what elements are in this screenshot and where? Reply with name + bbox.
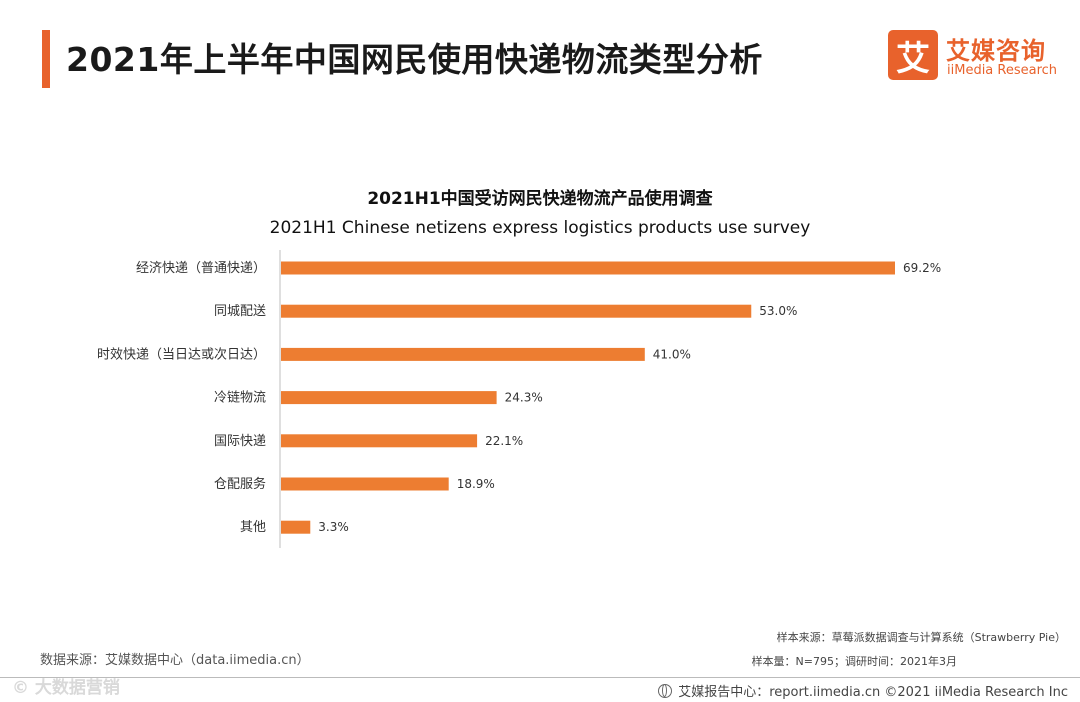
value-label: 3.3% [318,520,349,534]
value-label: 22.1% [485,434,523,448]
logo-text-cn: 艾媒咨询 [946,37,1046,65]
value-label: 18.9% [457,477,495,491]
bar [281,477,449,491]
watermark: © 大数据营销 [12,678,120,698]
footer-divider [0,677,1080,678]
bar [281,347,645,361]
data-source-note: 数据来源：艾媒数据中心（data.iimedia.cn） [40,653,310,668]
bar [281,304,752,318]
copyright-text: 艾媒报告中心：report.iimedia.cn ©2021 iiMedia R… [678,685,1068,700]
chart-title: 2021H1中国受访网民快递物流产品使用调查 [367,189,713,209]
value-label: 41.0% [653,347,691,361]
bar [281,261,895,275]
category-label: 仓配服务 [214,476,266,492]
page-title: 2021年上半年中国网民使用快递物流类型分析 [66,40,763,79]
bar [281,434,478,448]
title-accent-bar [42,30,50,88]
chart-subtitle: 2021H1 Chinese netizens express logistic… [269,218,811,238]
globe-icon [658,683,673,698]
sample-info-note: 样本量：N=795；调研时间：2021年3月 [751,655,957,668]
category-label: 同城配送 [214,304,266,319]
iimedia-logo: 艾 艾媒咨询 iiMedia Research [888,30,1068,84]
category-label: 国际快递 [214,434,266,449]
value-label: 24.3% [505,391,543,405]
logo-text-en: iiMedia Research [947,63,1058,78]
bar [281,391,497,405]
bar [281,520,311,534]
value-label: 69.2% [903,261,941,275]
category-label: 冷链物流 [214,391,266,406]
logo-mark-icon: 艾 [888,30,938,80]
sample-source-note: 样本来源：草莓派数据调查与计算系统（Strawberry Pie） [776,631,1066,644]
category-label: 其他 [240,520,266,535]
category-label: 时效快递（当日达或次日达） [97,346,266,362]
footer-copyright: 艾媒报告中心：report.iimedia.cn ©2021 iiMedia R… [658,681,1068,700]
value-label: 53.0% [759,304,797,318]
category-label: 经济快递（普通快递） [136,261,266,276]
